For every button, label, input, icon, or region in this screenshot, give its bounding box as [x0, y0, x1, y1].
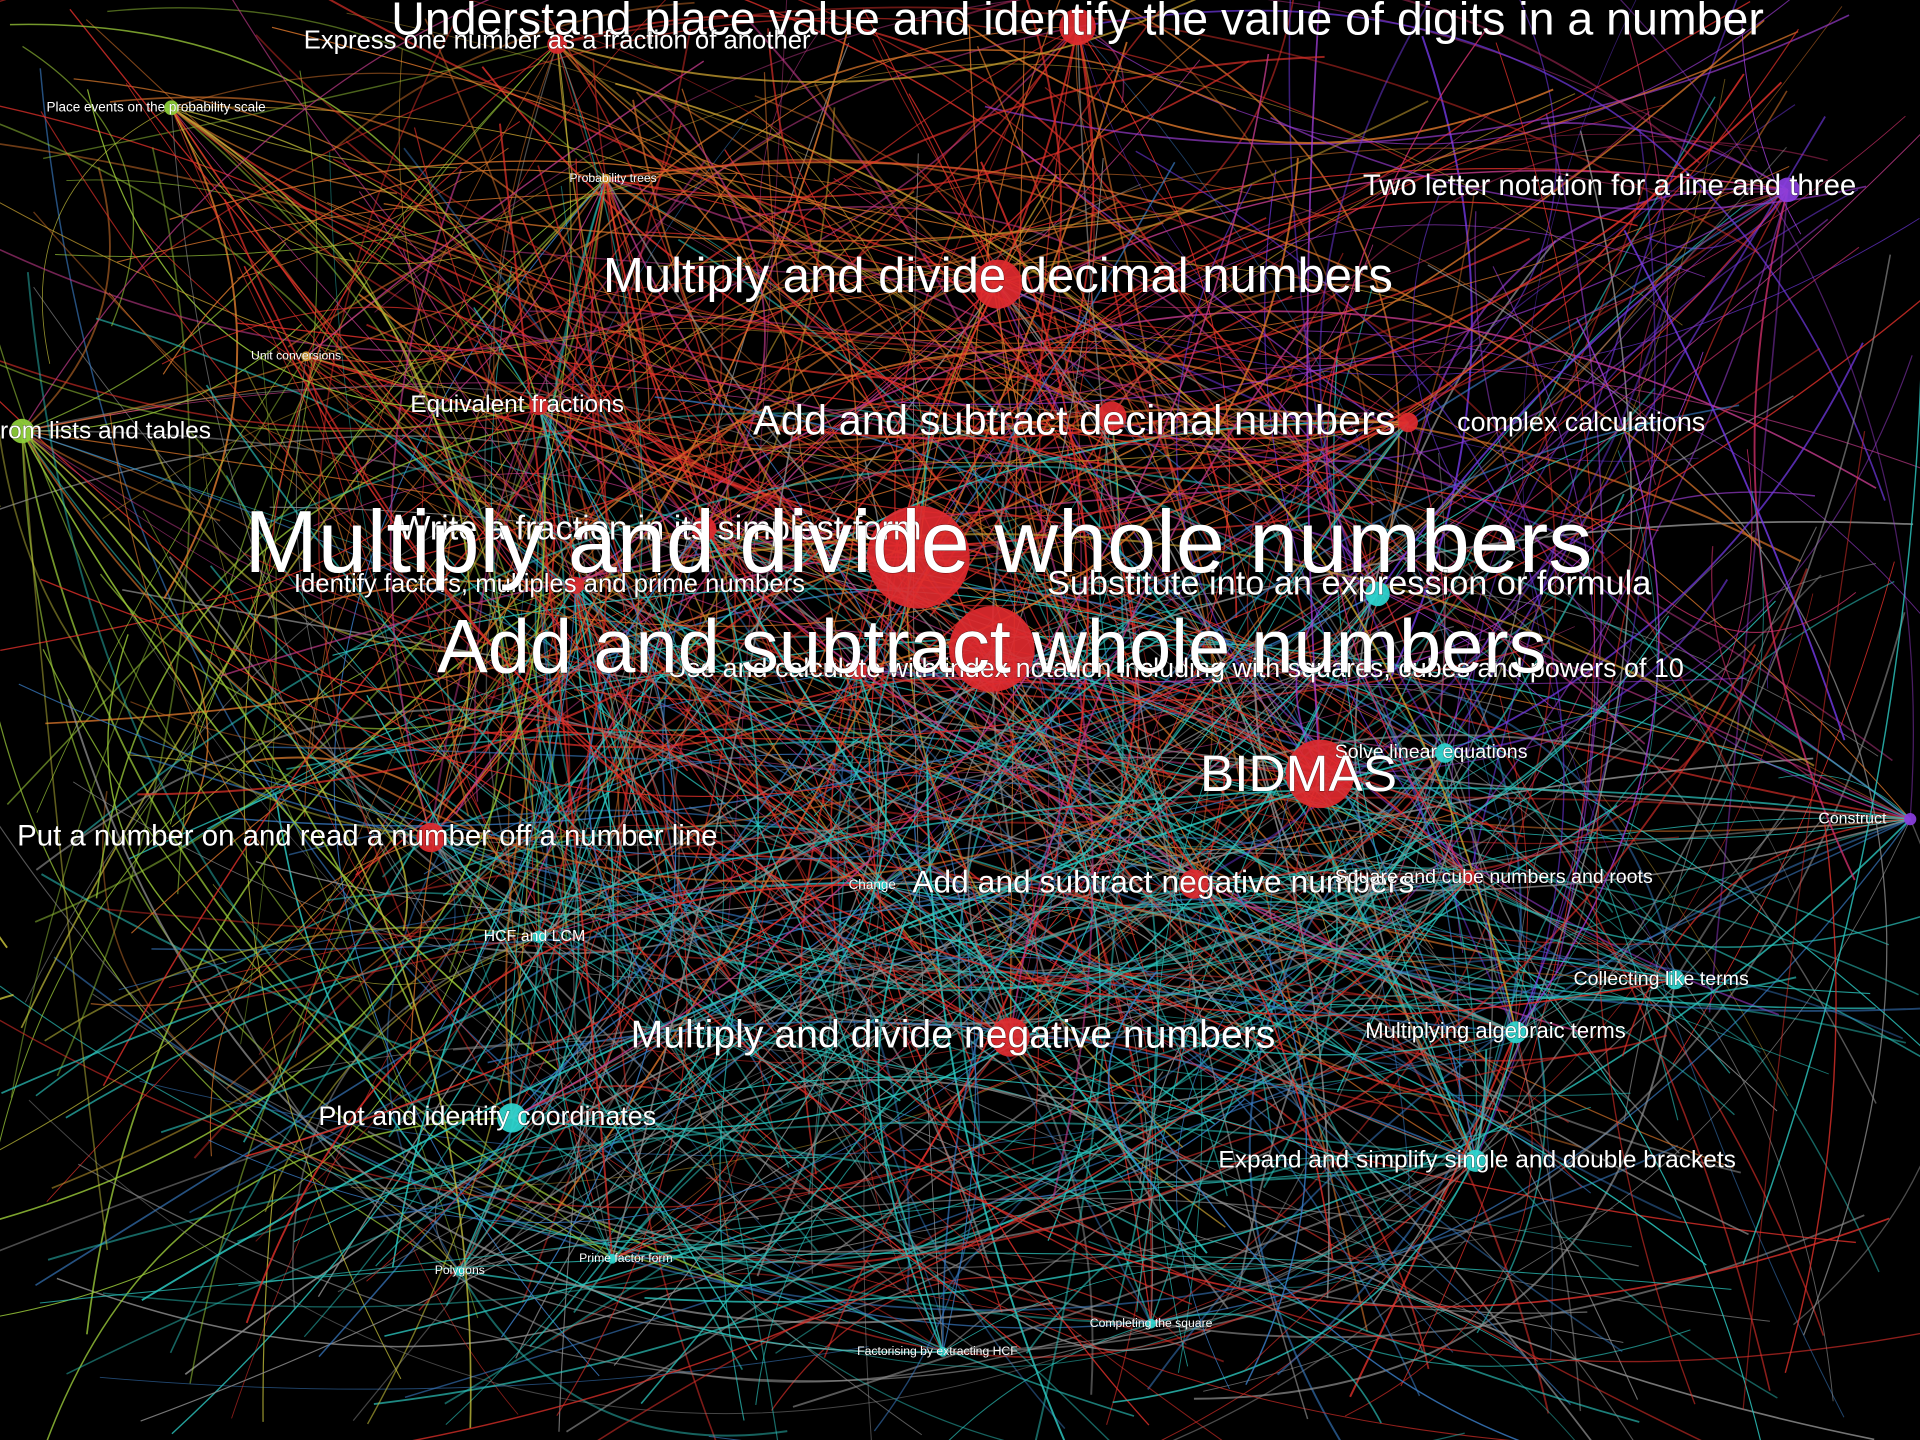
edge: [1658, 592, 1856, 632]
edge: [459, 1271, 787, 1436]
edge: [1624, 527, 1816, 1121]
node: [1904, 813, 1916, 825]
node-label: Change: [849, 877, 896, 892]
node-label: Multiply and divide negative numbers: [631, 1014, 1276, 1057]
node-label: Add and subtract decimal numbers: [753, 397, 1396, 444]
node-label: Place events on the probability scale: [47, 99, 266, 114]
page: Topic network {"nodes": [ {"label": "Und…: [0, 0, 1920, 1440]
edge: [656, 95, 765, 529]
edge: [1675, 796, 1795, 980]
edge: [108, 634, 227, 963]
edge: [23, 46, 134, 326]
node-label: Unit conversions: [251, 349, 341, 363]
edge: [1401, 43, 1595, 1386]
edge: [1148, 819, 1910, 1389]
edge: [709, 1436, 1353, 1440]
edge: [306, 121, 520, 356]
node-label: Probability trees: [569, 171, 656, 185]
node-label: BIDMAS: [1200, 744, 1397, 802]
edge: [1785, 824, 1836, 1373]
node-label: Square and cube numbers and roots: [1335, 866, 1653, 888]
edge: [1016, 146, 1910, 819]
node-label: HCF and LCM: [484, 928, 586, 945]
edges: [0, 0, 1920, 1440]
node-label: Multiplying algebraic terms: [1365, 1018, 1625, 1043]
node-label: Put a number on and read a number off a …: [17, 819, 717, 852]
node-label: Completing the square: [1090, 1316, 1213, 1330]
body: Understand place value and identify the …: [0, 0, 1920, 1440]
node-label: Two letter notation for a line and three: [1363, 169, 1856, 202]
node: [1398, 413, 1418, 433]
edge: [0, 381, 431, 838]
network-graph: Understand place value and identify the …: [0, 0, 1920, 1440]
node-label: Collecting like terms: [1573, 968, 1749, 990]
edge: [1793, 819, 1920, 1324]
node-label: Add and subtract whole numbers: [437, 605, 1547, 690]
edge: [1743, 324, 1920, 1264]
node-label: Polygons: [435, 1263, 485, 1277]
node-label: Equivalent fractions: [410, 391, 624, 418]
edge: [0, 995, 14, 1008]
node-label: Substitute into an expression or formula: [1047, 564, 1652, 602]
node-label: Plot and identify coordinates: [318, 1101, 656, 1131]
node-label: Factorising by extracting HCF: [857, 1344, 1018, 1358]
node-label: Construct: [1818, 810, 1887, 827]
node-label: complex calculations: [1457, 407, 1705, 437]
node-label: rom lists and tables: [0, 418, 211, 445]
node-label: Prime factor form: [579, 1251, 672, 1265]
edge: [296, 356, 649, 1121]
node-label: Express one number as a fraction of anot…: [304, 26, 811, 54]
node-label: Multiply and divide decimal numbers: [603, 249, 1393, 303]
node-label: Expand and simplify single and double br…: [1218, 1146, 1736, 1173]
